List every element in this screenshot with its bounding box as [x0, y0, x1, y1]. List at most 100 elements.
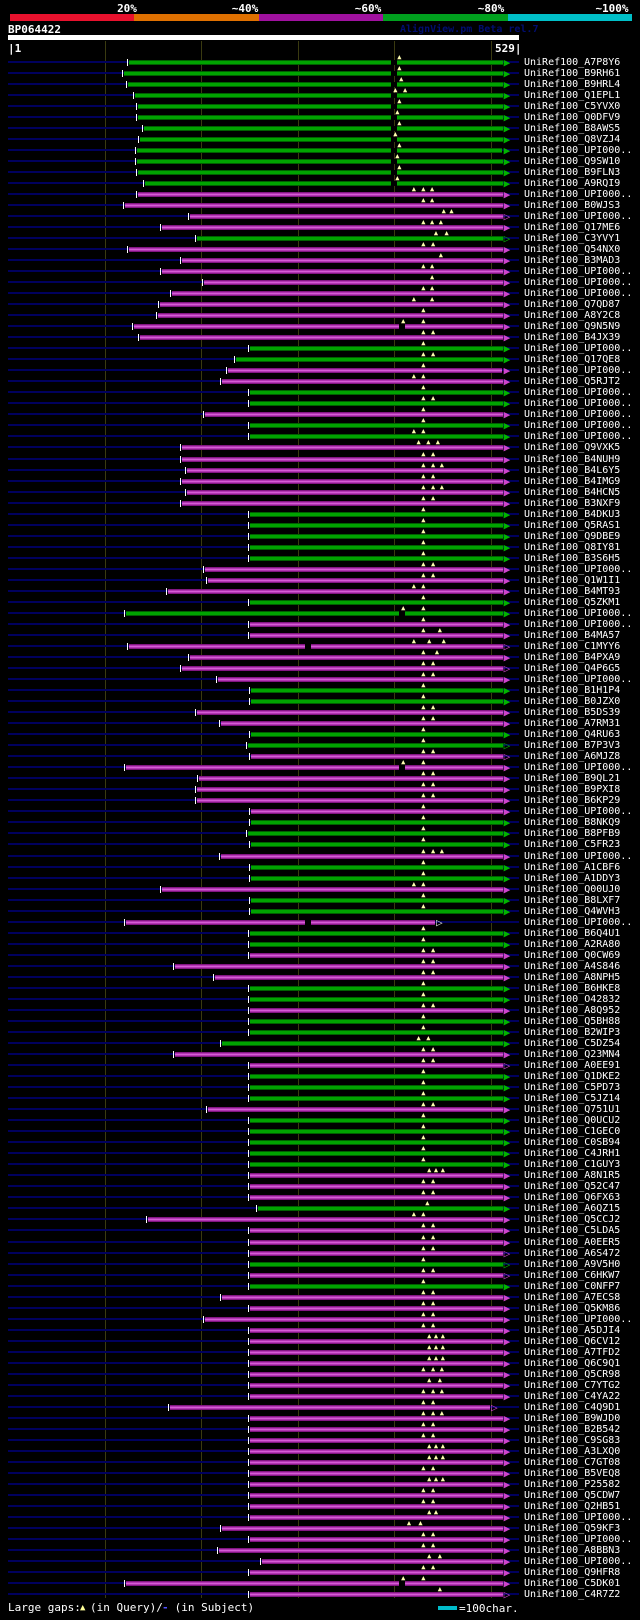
hit-bar[interactable] — [250, 842, 503, 848]
hit-bar[interactable] — [136, 158, 503, 164]
hit-bar[interactable] — [137, 147, 503, 153]
hit-bar[interactable] — [181, 666, 503, 672]
hit-label[interactable]: UniRef100_A8Y2C8 — [524, 310, 621, 322]
hit-bar[interactable] — [249, 1283, 503, 1289]
hit-bar[interactable] — [138, 114, 503, 120]
hit-bar[interactable] — [249, 1493, 503, 1499]
hit-bar[interactable] — [228, 368, 503, 374]
hit-bar[interactable] — [249, 632, 503, 638]
hit-label[interactable]: UniRef100_C7YTG2 — [524, 1379, 621, 1391]
hit-label[interactable]: UniRef100_B0JZX0 — [524, 696, 621, 708]
hit-bar[interactable] — [161, 269, 503, 275]
hit-bar[interactable] — [249, 1460, 503, 1466]
hit-bar[interactable] — [125, 765, 503, 771]
hit-bar[interactable] — [250, 820, 503, 826]
hit-bar[interactable] — [249, 1515, 503, 1521]
hit-bar[interactable] — [249, 599, 503, 605]
hit-label[interactable]: UniRef100_UPI000.. — [524, 1512, 633, 1524]
hit-label[interactable]: UniRef100_Q5BH88 — [524, 1015, 621, 1027]
hit-bar[interactable] — [250, 897, 503, 903]
hit-bar[interactable] — [249, 1592, 503, 1598]
hit-bar[interactable] — [181, 445, 503, 451]
hit-bar[interactable] — [220, 853, 503, 859]
hit-bar[interactable] — [249, 1063, 503, 1069]
hit-label[interactable]: UniRef100_Q4WVH3 — [524, 905, 621, 917]
hit-bar[interactable] — [249, 1360, 503, 1366]
hit-bar[interactable] — [249, 1338, 503, 1344]
hit-label[interactable]: UniRef100_A9V5H0 — [524, 1258, 621, 1270]
hit-label[interactable]: UniRef100_A6MJZ8 — [524, 751, 621, 763]
hit-bar[interactable] — [197, 787, 503, 793]
hit-label[interactable]: UniRef100_UPI000.. — [524, 674, 633, 686]
hit-bar[interactable] — [181, 258, 503, 263]
hit-label[interactable]: UniRef100_UPI000.. — [524, 398, 633, 410]
hit-bar[interactable] — [262, 1559, 503, 1565]
hit-label[interactable]: UniRef100_UPI000.. — [524, 144, 633, 156]
hit-label[interactable]: UniRef100_Q00UJ0 — [524, 883, 621, 895]
hit-bar[interactable] — [249, 423, 503, 429]
hit-bar[interactable] — [157, 313, 503, 319]
hit-label[interactable]: UniRef100_Q0CW69 — [524, 949, 621, 961]
hit-label[interactable]: UniRef100_A3LXQ0 — [524, 1446, 621, 1458]
hit-bar[interactable] — [125, 1581, 503, 1587]
hit-label[interactable]: UniRef100_Q0DFV9 — [524, 111, 621, 123]
hit-label[interactable]: UniRef100_UPI000.. — [524, 365, 633, 377]
hit-label[interactable]: UniRef100_UPI000.. — [524, 387, 633, 399]
hit-bar[interactable] — [128, 643, 503, 649]
hit-label[interactable]: UniRef100_UPI000.. — [524, 916, 633, 928]
hit-bar[interactable] — [249, 1173, 503, 1179]
hit-bar[interactable] — [249, 1162, 503, 1168]
hit-label[interactable]: UniRef100_C4Q9D1 — [524, 1401, 621, 1413]
hit-bar[interactable] — [249, 1305, 503, 1311]
hit-bar[interactable] — [168, 588, 503, 594]
hit-bar[interactable] — [221, 1040, 503, 1046]
hit-label[interactable]: UniRef100_C4R7Z2 — [524, 1589, 621, 1601]
hit-label[interactable]: UniRef100_C3YVY1 — [524, 232, 621, 244]
hit-bar[interactable] — [249, 346, 503, 352]
hit-bar[interactable] — [249, 1074, 503, 1080]
hit-bar[interactable] — [249, 1129, 503, 1135]
hit-label[interactable]: UniRef100_B7P3V3 — [524, 740, 621, 752]
hit-label[interactable]: UniRef100_C9SG83 — [524, 1435, 621, 1446]
hit-label[interactable]: UniRef100_A9RQI9 — [524, 177, 621, 189]
hit-bar[interactable] — [217, 677, 503, 683]
hit-label[interactable]: UniRef100_A2RA80 — [524, 938, 621, 950]
hit-bar[interactable] — [249, 434, 503, 440]
hit-label[interactable]: UniRef100_B9QL21 — [524, 773, 621, 785]
hit-bar[interactable] — [218, 1548, 503, 1554]
hit-label[interactable]: UniRef100_UPI000.. — [524, 188, 633, 200]
hit-label[interactable]: UniRef100_UPI000.. — [524, 343, 633, 355]
hit-bar[interactable] — [249, 1382, 503, 1388]
hit-label[interactable]: UniRef100_Q9SW10 — [524, 155, 621, 167]
hit-bar[interactable] — [249, 1018, 503, 1024]
hit-bar[interactable] — [250, 732, 503, 738]
hit-label[interactable]: UniRef100_C5FR23 — [524, 839, 621, 851]
hit-bar[interactable] — [249, 1085, 503, 1091]
hit-label[interactable]: UniRef100_C1GEC0 — [524, 1126, 621, 1138]
hit-bar[interactable] — [128, 59, 503, 65]
hit-label[interactable]: UniRef100_B4IMG9 — [524, 475, 621, 487]
hit-bar[interactable] — [249, 1504, 503, 1510]
hit-bar[interactable] — [249, 511, 503, 517]
hit-label[interactable]: UniRef100_Q0UCU2 — [524, 1115, 621, 1127]
hit-bar[interactable] — [221, 1526, 503, 1532]
hit-label[interactable]: UniRef100_C6HKW7 — [524, 1269, 621, 1281]
hit-label[interactable]: UniRef100_Q5ZKM1 — [524, 596, 621, 608]
hit-bar[interactable] — [221, 379, 503, 385]
hit-label[interactable]: UniRef100_B5DS39 — [524, 707, 621, 719]
hit-label[interactable]: UniRef100_Q9HFR8 — [524, 1567, 621, 1579]
hit-bar[interactable] — [250, 699, 503, 705]
hit-bar[interactable] — [249, 1140, 503, 1146]
hit-label[interactable]: UniRef100_A1DDY3 — [524, 872, 621, 884]
hit-label[interactable]: UniRef100_Q17QE8 — [524, 354, 621, 366]
hit-label[interactable]: UniRef100_Q5RJT2 — [524, 376, 621, 388]
hit-label[interactable]: UniRef100_Q52C47 — [524, 1181, 621, 1193]
hit-bar[interactable] — [249, 1228, 503, 1234]
hit-bar[interactable] — [205, 412, 503, 418]
hit-bar[interactable] — [236, 357, 503, 363]
hit-label[interactable]: UniRef100_B6KP29 — [524, 795, 621, 807]
hit-label[interactable]: UniRef100_Q751U1 — [524, 1104, 621, 1116]
hit-label[interactable]: UniRef100_Q1EPL1 — [524, 89, 621, 101]
hit-bar[interactable] — [175, 1052, 503, 1058]
hit-bar[interactable] — [140, 335, 503, 341]
